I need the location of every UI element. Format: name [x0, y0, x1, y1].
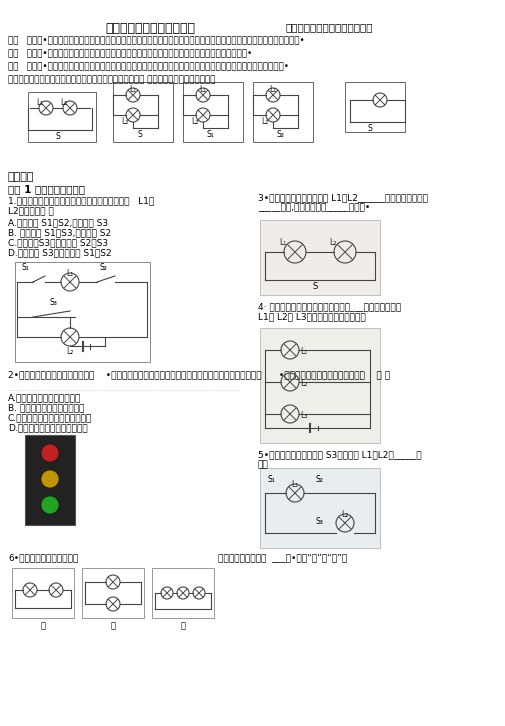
Text: L₁: L₁	[36, 98, 43, 107]
Text: L₂: L₂	[329, 238, 337, 247]
Bar	[152, 568, 214, 618]
Text: L₂: L₂	[191, 117, 198, 126]
Bar	[260, 468, 380, 548]
Text: A.红灯、黄灯、绿灯是串联的: A.红灯、黄灯、绿灯是串联的	[8, 393, 81, 402]
Text: D.黄灯与红灯并联后与绿灯串联: D.黄灯与红灯并联后与绿灯串联	[8, 423, 88, 432]
Bar	[15, 262, 150, 362]
Text: S: S	[138, 130, 142, 139]
Text: S₃: S₃	[315, 517, 323, 526]
Text: L₂: L₂	[66, 347, 74, 356]
Text: 专题训练: 专题训练	[8, 172, 34, 182]
Text: L₁: L₁	[279, 238, 287, 247]
Text: B. 红灯、黄灯、绿灯是并联的: B. 红灯、黄灯、绿灯是并联的	[8, 403, 84, 412]
Text: 3•如图所示的电路中，灯泡 L1シL2______联，闭合开关，灯
_____发光,断开开关，灯_____不发光•: 3•如图所示的电路中，灯泡 L1シL2______联，闭合开关，灯 _____发…	[258, 193, 428, 213]
Text: 设计电路应根据题目要求，结合串并联电路的特点进行思考 常见的电路设计有以下类型：: 设计电路应根据题目要求，结合串并联电路的特点进行思考 常见的电路设计有以下类型：	[8, 75, 216, 84]
Bar	[113, 82, 173, 142]
Bar	[260, 328, 380, 443]
Text: 联，丙图中三个灯泡  ___联•（填“串”或“并”）: 联，丙图中三个灯泡 ___联•（填“串”或“并”）	[218, 553, 347, 562]
Text: L₁: L₁	[300, 347, 308, 356]
Bar	[345, 82, 405, 132]
Bar	[28, 92, 96, 142]
Text: 二、   拆除法•在电路中撤除一个用电器，若其他用电器无法工作，则为串联电路，否则就是并联电路•: 二、 拆除法•在电路中撤除一个用电器，若其他用电器无法工作，则为串联电路，否则就…	[8, 49, 252, 58]
Text: B. 断开开关 S1、S3,闭合开关 S2: B. 断开开关 S1、S3,闭合开关 S2	[8, 228, 111, 237]
Text: C.断开开关S3，闭合开关 S2、S3: C.断开开关S3，闭合开关 S2、S3	[8, 238, 108, 247]
Text: 一、   电流法•若电流只有一条通路，则为串联电路；若电流在某处分为几条支路，且每一条支路都有用电器，则为并联电路•: 一、 电流法•若电流只有一条通路，则为串联电路；若电流在某处分为几条支路，且每一…	[8, 36, 305, 45]
Text: S: S	[313, 282, 318, 291]
Text: S₂: S₂	[99, 263, 107, 272]
Text: 类型 1 认识串・并联电路: 类型 1 认识串・并联电路	[8, 184, 85, 194]
Text: L₂: L₂	[300, 379, 308, 388]
Circle shape	[41, 444, 59, 462]
Bar	[82, 568, 144, 618]
Text: 串・并联电路的识别与设计: 串・并联电路的识别与设计	[105, 22, 195, 35]
Text: L₃: L₃	[300, 411, 308, 420]
Text: A.断开开关 S1、S2,闭合开关 S3: A.断开开关 S1、S2,闭合开关 S3	[8, 218, 108, 227]
Bar	[183, 82, 243, 142]
Text: 1.（阜新中考）如图所示的电路，要使两个小灯泡   L1和
L2串联，应（ ）: 1.（阜新中考）如图所示的电路，要使两个小灯泡 L1和 L2串联，应（ ）	[8, 196, 154, 216]
Text: S₁: S₁	[206, 130, 214, 139]
Text: S₃: S₃	[49, 298, 57, 307]
Text: 三、   节点法•若电路中某两点间没有电源、用电器，则这两个点可看成一个点，在此基础上进一步判断电路连接方式•: 三、 节点法•若电路中某两点间没有电源、用电器，则这两个点可看成一个点，在此基础…	[8, 62, 289, 71]
Text: L₁: L₁	[269, 85, 277, 94]
Text: L₂: L₂	[341, 510, 348, 519]
Text: 甲: 甲	[40, 621, 45, 630]
Text: L₁: L₁	[199, 85, 207, 94]
Text: L₁: L₁	[66, 269, 74, 278]
Text: L₁: L₁	[129, 85, 137, 94]
Bar	[253, 82, 313, 142]
Text: D.断开开关 S3，闭合开关 S1、S2: D.断开开关 S3，闭合开关 S1、S2	[8, 248, 112, 257]
Text: 5•如图所示，只断开开关 S3时，灯泡 L1シL2是_____联
的。: 5•如图所示，只断开开关 S3时，灯泡 L1シL2是_____联 的。	[258, 450, 422, 470]
Text: L₂: L₂	[261, 117, 269, 126]
Text: 乙: 乙	[111, 621, 116, 630]
Circle shape	[41, 470, 59, 488]
Text: 4· 如图所示的电路中，闭合开关，灯___发光；为了使灯
L1、 L2、 L3串联，可以采取的做法是: 4· 如图所示的电路中，闭合开关，灯___发光；为了使灯 L1、 L2、 L3串…	[258, 302, 401, 322]
Bar	[260, 220, 380, 295]
Text: C.红灯与黄灯并联后再与绿灯串联: C.红灯与黄灯并联后再与绿灯串联	[8, 413, 92, 422]
Text: 识别电路连接方式的三种方法：: 识别电路连接方式的三种方法：	[285, 22, 373, 32]
Text: 丙: 丙	[180, 621, 185, 630]
Text: L₁: L₁	[291, 480, 298, 489]
Text: S: S	[56, 132, 61, 141]
Text: S₂: S₂	[315, 475, 323, 484]
Text: 2•如图为路口交通指示灯的示意图    •指示灯可以通过不同颜色灯光的变化指挥车辆和行人的交通行为      •据你对交通指示灯的了解可以推断    （ ）: 2•如图为路口交通指示灯的示意图 •指示灯可以通过不同颜色灯光的变化指挥车辆和行…	[8, 370, 390, 379]
Text: L₂: L₂	[60, 98, 68, 107]
Text: S₁: S₁	[268, 475, 276, 484]
Text: 6•如图所示，断开三个灯泡: 6•如图所示，断开三个灯泡	[8, 553, 78, 562]
Text: L₂: L₂	[121, 117, 129, 126]
Text: S₂: S₂	[276, 130, 284, 139]
Bar	[25, 435, 75, 525]
Circle shape	[41, 496, 59, 514]
Text: S: S	[368, 124, 372, 133]
Bar	[12, 568, 74, 618]
Text: S₁: S₁	[21, 263, 29, 272]
